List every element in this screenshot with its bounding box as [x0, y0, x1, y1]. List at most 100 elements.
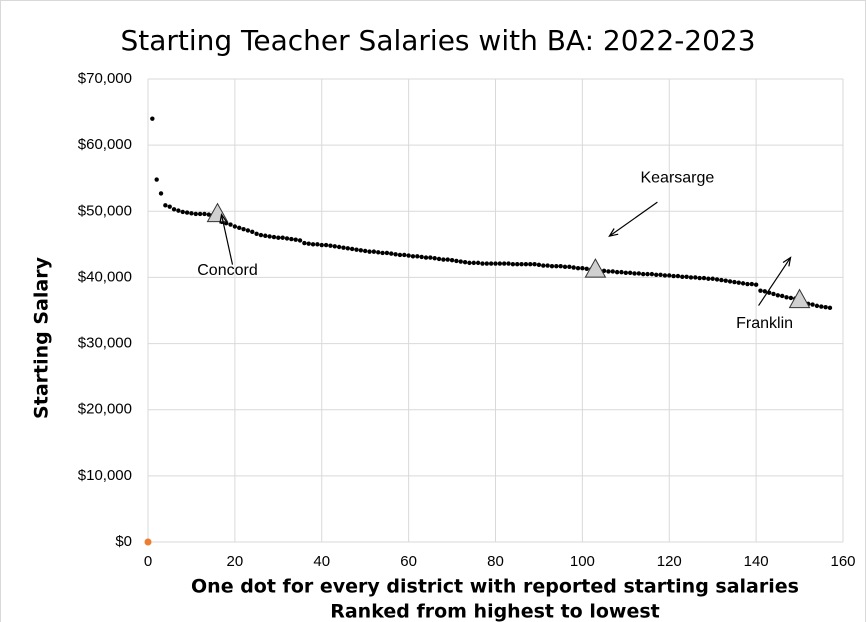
dot: [241, 226, 246, 232]
dot: [467, 260, 472, 266]
x-tick-label: 120: [657, 553, 682, 570]
dot: [284, 236, 290, 241]
dot: [436, 256, 442, 262]
dot: [410, 254, 416, 259]
dot: [271, 234, 277, 240]
dot: [675, 273, 681, 279]
dot: [775, 293, 781, 298]
dot: [415, 254, 420, 259]
dot: [710, 276, 715, 281]
y-tick-label: $60,000: [78, 136, 132, 153]
dot: [523, 262, 529, 267]
dot: [693, 275, 698, 280]
dot: [749, 281, 754, 287]
dot: [245, 228, 251, 233]
dot: [732, 279, 737, 285]
dot: [549, 263, 555, 269]
dot: [627, 270, 633, 275]
dot: [567, 264, 572, 270]
dot: [258, 232, 264, 238]
dot: [250, 229, 255, 234]
dot: [484, 261, 490, 266]
dot: [541, 263, 546, 268]
dot: [180, 209, 185, 215]
y-tick-label: $40,000: [78, 268, 132, 285]
dot: [819, 304, 824, 309]
dot: [406, 253, 411, 258]
dot: [515, 262, 520, 267]
dot: [740, 281, 746, 286]
annotation: Concord: [197, 262, 257, 279]
dot: [228, 222, 233, 227]
dot: [571, 265, 576, 270]
y-tick-label: $30,000: [78, 335, 132, 352]
dot: [193, 211, 198, 217]
dot: [306, 241, 311, 246]
dot: [471, 260, 476, 266]
dot: [380, 250, 385, 256]
dot: [684, 274, 689, 279]
arrow-head: [782, 256, 792, 267]
dot: [614, 269, 620, 275]
dot: [536, 262, 542, 268]
dot: [402, 252, 407, 258]
dot: [475, 260, 481, 266]
dot: [449, 258, 455, 263]
dot: [528, 262, 533, 267]
dot: [237, 225, 242, 231]
dot: [719, 277, 724, 283]
annotation: Kearsarge: [640, 169, 714, 186]
dot: [354, 247, 359, 252]
dot: [297, 238, 303, 243]
dot: [814, 303, 820, 309]
dot: [827, 305, 833, 311]
dot: [545, 263, 550, 268]
y-tick-label: $20,000: [78, 401, 132, 418]
dot: [736, 280, 741, 285]
dot: [263, 233, 268, 238]
dot: [336, 244, 342, 250]
annotation: Franklin: [736, 315, 793, 332]
x-tick-label: 20: [227, 553, 244, 570]
dot: [280, 235, 285, 240]
x-tick-label: 80: [487, 553, 504, 570]
dot: [697, 275, 702, 281]
dot: [206, 212, 212, 217]
dot: [580, 265, 585, 271]
dot: [671, 273, 676, 279]
dot: [723, 278, 728, 283]
dot: [753, 282, 759, 287]
x-tick-label: 100: [570, 553, 595, 570]
dot: [441, 257, 446, 262]
arrow-head: [608, 228, 619, 238]
dot: [745, 281, 750, 287]
dot: [384, 250, 390, 256]
dot: [332, 244, 337, 249]
dot: [779, 293, 785, 299]
dot: [150, 116, 155, 121]
dot: [367, 249, 372, 254]
dot: [510, 262, 516, 267]
dot: [619, 269, 624, 275]
dot: [701, 275, 707, 281]
dot: [289, 236, 294, 242]
dot: [662, 273, 668, 278]
dot: [371, 249, 377, 254]
dot: [328, 243, 333, 248]
dot: [419, 254, 424, 260]
y-tick-label: $50,000: [78, 202, 132, 219]
dot: [632, 271, 637, 276]
dot: [610, 269, 615, 274]
dot: [706, 276, 711, 281]
dot: [554, 263, 559, 269]
dot: [144, 538, 152, 546]
dot: [423, 255, 429, 260]
dot: [197, 211, 203, 217]
y-tick-label: $0: [115, 533, 132, 550]
dot: [649, 271, 655, 277]
dot: [393, 252, 398, 257]
dot: [788, 295, 794, 301]
dot: [171, 207, 177, 212]
